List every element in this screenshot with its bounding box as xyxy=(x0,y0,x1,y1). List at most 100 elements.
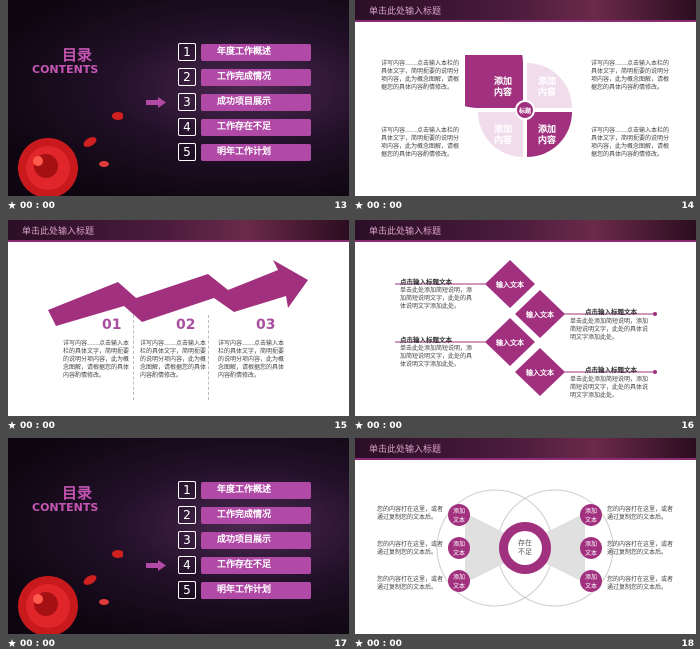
petal-label-1: 添加 内容 xyxy=(493,77,512,98)
body-left-2: 单击此处添加简短说明，添加简短说明文字，此处的具体说明文字添加此处。 xyxy=(400,345,473,368)
slide-footer: 00 : 00 18 xyxy=(355,637,696,649)
center-label: 标题 xyxy=(518,108,531,115)
diamond-label-3: 输入文本 xyxy=(496,339,524,347)
petal-label-4: 添加 内容 xyxy=(537,125,556,146)
toc-title: 目录 xyxy=(62,484,93,502)
toc-menu: 1 年度工作概述 2 工作完成情况 3 成功项目展示 4 工作存在不足 5 明年… xyxy=(146,43,313,168)
slide-13: 目录 CONTENTS 1 年度工作概述 2 工作完成情况 3 成功项目展示 4… xyxy=(8,0,349,196)
side-text-right-1: 您的内容打在这里，或者通过复制您的文本后。 xyxy=(607,506,674,521)
side-text-right-2: 您的内容打在这里，或者通过复制您的文本后。 xyxy=(607,541,674,556)
step-text-3: 详写内容……点击输入本栏的具体文字，简明扼要的说明分项内容，此为概念图解，请根据… xyxy=(218,340,285,379)
toc-item-2[interactable]: 2 工作完成情况 xyxy=(178,506,313,526)
banner-divider xyxy=(355,458,696,460)
arrow-right-icon xyxy=(146,97,166,108)
banner-title: 单击此处输入标题 xyxy=(22,227,95,237)
toc-item-3[interactable]: 3 成功项目展示 xyxy=(178,531,313,551)
side-text-left-1: 您的内容打在这里，或者通过复制您的文本后。 xyxy=(377,506,444,521)
banner-divider xyxy=(8,240,349,242)
banner-title: 单击此处输入标题 xyxy=(369,445,442,455)
body-right-1: 单击此处添加简短说明，添加简短说明文字，此处的具体说明文字添加此处。 xyxy=(570,318,649,341)
timing-label: 00 : 00 xyxy=(355,201,402,211)
slide-number: 17 xyxy=(334,639,347,649)
rose-decoration xyxy=(18,112,123,196)
slide-banner: 单击此处输入标题 xyxy=(355,0,696,20)
text-right-bottom: 详写内容……点击输入本栏的具体文字，简明扼要的说明分项内容，此为概念图解，请根据… xyxy=(591,127,670,158)
body-left-1: 单击此处添加简短说明，添加简短说明文字，此处的具体说明文字添加此处。 xyxy=(400,287,473,310)
toc-item-label: 年度工作概述 xyxy=(201,482,311,499)
toc-item-5[interactable]: 5 明年工作计划 xyxy=(178,143,313,163)
transition-star-icon xyxy=(8,421,16,429)
slide-footer: 00 : 00 15 xyxy=(8,419,349,433)
toc-item-4[interactable]: 4 工作存在不足 xyxy=(146,556,313,576)
timing-label: 00 : 00 xyxy=(355,421,402,431)
divider xyxy=(208,315,209,400)
venn-diagram xyxy=(436,489,614,607)
slide-banner: 单击此处输入标题 xyxy=(355,438,696,458)
toc-subtitle: CONTENTS xyxy=(32,63,99,76)
bubble-label-4: 添加 文本 xyxy=(584,508,597,524)
toc-item-2[interactable]: 2 工作完成情况 xyxy=(178,68,313,88)
text-left-bottom: 详写内容……点击输入本栏的具体文字，简明扼要的说明分项内容，此为概念图解，请根据… xyxy=(381,127,460,158)
transition-star-icon xyxy=(355,201,363,209)
side-text-right-3: 您的内容打在这里，或者通过复制您的文本后。 xyxy=(607,576,674,591)
bubble-label-6: 添加 文本 xyxy=(584,574,597,590)
heading-right-2: 点击输入标题文本 xyxy=(585,366,637,374)
slide-banner: 单击此处输入标题 xyxy=(8,220,349,240)
toc-item-number: 3 xyxy=(178,531,196,549)
text-left-top: 详写内容……点击输入本栏的具体文字，简明扼要的说明分项内容，此为概念图解，请根据… xyxy=(381,60,460,91)
toc-item-1[interactable]: 1 年度工作概述 xyxy=(178,481,313,501)
slide-footer: 00 : 00 16 xyxy=(355,419,696,433)
banner-title: 单击此处输入标题 xyxy=(369,7,442,17)
divider xyxy=(133,315,134,400)
text-right-top: 详写内容……点击输入本栏的具体文字，简明扼要的说明分项内容，此为概念图解，请根据… xyxy=(591,60,670,91)
toc-title: 目录 xyxy=(62,46,93,64)
toc-item-5[interactable]: 5 明年工作计划 xyxy=(178,581,313,601)
timing-label: 00 : 00 xyxy=(8,421,55,431)
toc-item-number: 2 xyxy=(178,506,196,524)
toc-item-number: 5 xyxy=(178,143,196,161)
center-label: 存在 不足 xyxy=(518,539,532,556)
toc-item-label: 明年工作计划 xyxy=(201,144,311,161)
toc-item-4[interactable]: 4 工作存在不足 xyxy=(178,118,313,138)
toc-item-number: 3 xyxy=(178,93,196,111)
toc-item-label: 成功项目展示 xyxy=(201,532,311,549)
petal-label-3: 添加 内容 xyxy=(493,125,512,146)
slide-number: 14 xyxy=(681,201,694,211)
bubble-label-2: 添加 文本 xyxy=(452,541,465,557)
transition-star-icon xyxy=(355,421,363,429)
slide-number: 16 xyxy=(681,421,694,431)
slide-number: 18 xyxy=(681,639,694,649)
slide-banner: 单击此处输入标题 xyxy=(355,220,696,240)
zigzag-arrow xyxy=(48,260,308,326)
toc-item-label: 成功项目展示 xyxy=(201,94,311,111)
step-number-2: 02 xyxy=(176,317,196,333)
toc-item-number: 2 xyxy=(178,68,196,86)
toc-item-label: 工作存在不足 xyxy=(201,119,311,136)
toc-subtitle: CONTENTS xyxy=(32,501,99,514)
slide-number: 15 xyxy=(334,421,347,431)
toc-item-1[interactable]: 1 年度工作概述 xyxy=(178,43,313,63)
toc-item-number: 5 xyxy=(178,581,196,599)
toc-item-label: 年度工作概述 xyxy=(201,44,311,61)
toc-menu: 1 年度工作概述 2 工作完成情况 3 成功项目展示 4 工作存在不足 5 明年… xyxy=(146,481,313,606)
diamond-diagram xyxy=(395,260,657,396)
toc-item-3[interactable]: 3 成功项目展示 xyxy=(146,93,313,113)
slide-number: 13 xyxy=(334,201,347,211)
rose-decoration xyxy=(18,550,123,634)
diamond-label-4: 输入文本 xyxy=(526,369,554,377)
slide-16: 单击此处输入标题 输入文本 输入文本 输入文本 输入文本 点击输入标题文本 单击… xyxy=(355,220,696,416)
slide-14: 单击此处输入标题 详写内容……点击输入本栏的具体文字，简明扼要的说明分项内容，此… xyxy=(355,0,696,196)
transition-star-icon xyxy=(8,639,16,647)
slide-footer: 00 : 00 14 xyxy=(355,199,696,213)
toc-item-label: 工作完成情况 xyxy=(201,507,311,524)
toc-item-label: 工作完成情况 xyxy=(201,69,311,86)
slide-footer: 00 : 00 17 xyxy=(8,637,349,649)
banner-divider xyxy=(355,20,696,22)
heading-left-2: 点击输入标题文本 xyxy=(400,336,452,344)
timing-label: 00 : 00 xyxy=(355,639,402,649)
toc-item-number: 4 xyxy=(178,556,196,574)
timing-label: 00 : 00 xyxy=(8,201,55,211)
side-text-left-3: 您的内容打在这里，或者通过复制您的文本后。 xyxy=(377,576,444,591)
step-text-2: 详写内容……点击输入本栏的具体文字，简明扼要的说明分项内容，此为概念图解，请根据… xyxy=(140,340,207,379)
toc-item-label: 明年工作计划 xyxy=(201,582,311,599)
